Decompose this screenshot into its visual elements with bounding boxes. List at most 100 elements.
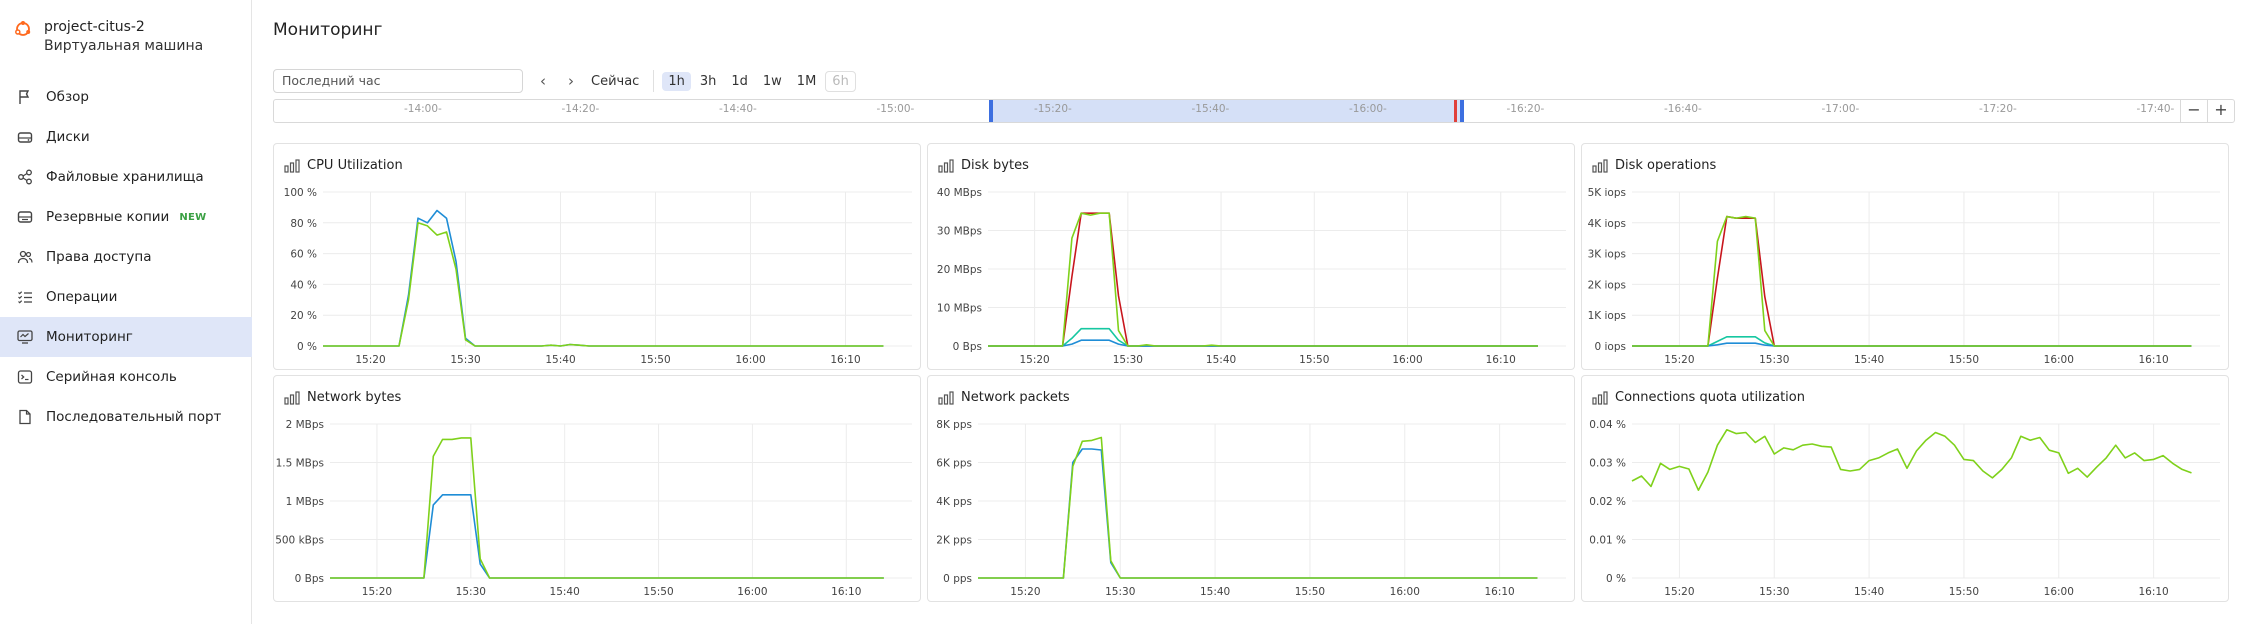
chart-icon [284, 159, 300, 173]
timeline-tick-label: -16:20- [1506, 103, 1545, 115]
preset-1m-button[interactable]: 1M [796, 73, 817, 89]
flag-icon [16, 88, 34, 106]
x-tick-label: 15:30 [450, 354, 480, 366]
chart-title: Disk operations [1615, 158, 1717, 173]
chart-panel[interactable]: Connections quota utilization 0.04 % 0.03 … [1581, 375, 2229, 602]
y-tick-label: 0 Bps [295, 573, 324, 585]
sidebar-item-operations[interactable]: Операции [0, 277, 252, 317]
timeline-zoom: − + [2180, 100, 2234, 122]
backup-icon [16, 208, 34, 226]
y-tick-label: 6K pps [936, 458, 972, 470]
series-line [1632, 215, 2192, 347]
y-tick-label: 3K iops [1588, 249, 1626, 261]
project-header[interactable]: project-citus-2 Виртуальная машина [14, 18, 203, 56]
y-tick-label: 100 % [284, 187, 317, 199]
sidebar-item-label: Операции [46, 289, 118, 305]
chart-title: Connections quota utilization [1615, 390, 1805, 405]
series-line [323, 209, 884, 347]
series-line [330, 437, 884, 579]
chart-panel[interactable]: Disk operations 5K iops 4K iops 3K iops 2K i… [1581, 143, 2229, 370]
timeline-selection-end-handle[interactable] [1460, 100, 1464, 122]
chart-plot: 5K iops 4K iops 3K iops 2K iops 1K iops 0 iop… [1588, 187, 2220, 366]
y-tick-label: 0.02 % [1589, 496, 1626, 508]
preset-3h-button[interactable]: 3h [699, 73, 717, 89]
chart-panel[interactable]: Network bytes 2 MBps 1.5 MBps 1 MBps 500 kBp… [273, 375, 921, 602]
sidebar-item-disks[interactable]: Диски [0, 117, 252, 157]
y-tick-label: 30 MBps [937, 226, 982, 238]
list-icon [16, 288, 34, 306]
time-toolbar: Последний час ‹ › Сейчас 1h 3h 1d 1w 1M … [273, 69, 859, 93]
sidebar-item-monitoring[interactable]: Мониторинг [0, 317, 252, 357]
series-line [988, 212, 1538, 347]
sidebar-item-serial-console[interactable]: Серийная консоль [0, 357, 252, 397]
timeline-tick-label: -14:40- [719, 103, 757, 115]
timeline-tick-label: -15:00- [876, 103, 915, 115]
x-tick-label: 16:10 [1484, 586, 1514, 598]
sidebar-item-label: Права доступа [46, 249, 152, 265]
zoom-out-button[interactable]: − [2187, 100, 2201, 119]
x-tick-label: 15:50 [1949, 354, 1979, 366]
y-tick-label: 2 MBps [286, 419, 324, 431]
chart-panel[interactable]: Disk bytes 40 MBps 30 MBps 20 MBps 10 MBps 0 … [927, 143, 1575, 370]
chart-panel[interactable]: Network packets 8K pps 6K pps 4K pps 2K pps 0… [927, 375, 1575, 602]
x-tick-label: 15:50 [1295, 586, 1325, 598]
sidebar-nav: Обзор Диски Файловые хранилища Резервные… [0, 77, 252, 437]
next-range-icon[interactable]: › [568, 72, 574, 90]
preset-1d-button[interactable]: 1d [731, 73, 748, 89]
y-tick-label: 1K iops [1588, 310, 1626, 322]
timeline-tick-label: -16:40- [1664, 103, 1702, 115]
now-button[interactable]: Сейчас [591, 73, 640, 89]
sidebar-item-file-storages[interactable]: Файловые хранилища [0, 157, 252, 197]
x-tick-label: 15:30 [456, 586, 486, 598]
timeline-selection[interactable] [989, 100, 1462, 122]
toolbar-divider [653, 70, 655, 92]
timeline-selection-start-handle[interactable] [989, 100, 993, 122]
chart-plot: 40 MBps 30 MBps 20 MBps 10 MBps 0 Bps 15:20 15… [937, 187, 1566, 366]
prev-range-icon[interactable]: ‹ [540, 72, 546, 90]
preset-1h-button[interactable]: 1h [662, 71, 691, 91]
compute-logo-icon [15, 21, 31, 36]
x-tick-label: 16:10 [830, 354, 860, 366]
zoom-in-button[interactable]: + [2207, 100, 2234, 122]
chart-title: Disk bytes [961, 158, 1029, 173]
x-tick-label: 16:00 [1392, 354, 1422, 366]
x-tick-label: 15:40 [1206, 354, 1236, 366]
y-tick-label: 0 % [297, 341, 317, 353]
time-range-input[interactable]: Последний час [273, 69, 523, 93]
x-tick-label: 15:20 [1019, 354, 1049, 366]
x-tick-label: 15:40 [1854, 354, 1884, 366]
terminal-icon [16, 368, 34, 386]
sidebar-item-access[interactable]: Права доступа [0, 237, 252, 277]
x-tick-label: 15:50 [1949, 586, 1979, 598]
x-tick-label: 15:20 [1664, 586, 1694, 598]
timeline[interactable]: -14:00- -14:20- -14:40- -15:00- -15:20- -15:4… [273, 99, 2235, 123]
x-tick-label: 16:10 [1486, 354, 1516, 366]
y-tick-label: 40 MBps [937, 187, 982, 199]
x-tick-label: 15:40 [1854, 586, 1884, 598]
y-tick-label: 20 MBps [937, 264, 982, 276]
preset-1w-button[interactable]: 1w [762, 73, 782, 89]
y-tick-label: 2K iops [1588, 279, 1626, 291]
series-line [1632, 215, 2192, 347]
sidebar-item-serial-port[interactable]: Последовательный порт [0, 397, 252, 437]
x-tick-label: 16:00 [737, 586, 767, 598]
x-tick-label: 15:30 [1759, 586, 1789, 598]
series-line [988, 327, 1538, 347]
y-tick-label: 4K pps [936, 496, 972, 508]
x-tick-label: 15:20 [362, 586, 392, 598]
y-tick-label: 2K pps [936, 535, 972, 547]
series-line [1631, 428, 2192, 491]
share-icon [16, 168, 34, 186]
users-icon [16, 248, 34, 266]
sidebar-item-label: Резервные копии [46, 209, 170, 225]
timeline-tick-label: -14:00- [404, 103, 442, 115]
chart-icon [938, 391, 954, 405]
x-tick-label: 16:00 [735, 354, 765, 366]
timeline-tick-label: -17:40- [2136, 103, 2175, 115]
y-tick-label: 0 pps [943, 573, 972, 585]
sidebar-item-overview[interactable]: Обзор [0, 77, 252, 117]
y-tick-label: 60 % [290, 249, 317, 261]
chart-icon [1592, 391, 1608, 405]
chart-panel[interactable]: CPU Utilization 100 % 80 % 60 % 40 % 20 % 0 % 1… [273, 143, 921, 370]
sidebar-item-backups[interactable]: Резервные копии NEW [0, 197, 252, 237]
